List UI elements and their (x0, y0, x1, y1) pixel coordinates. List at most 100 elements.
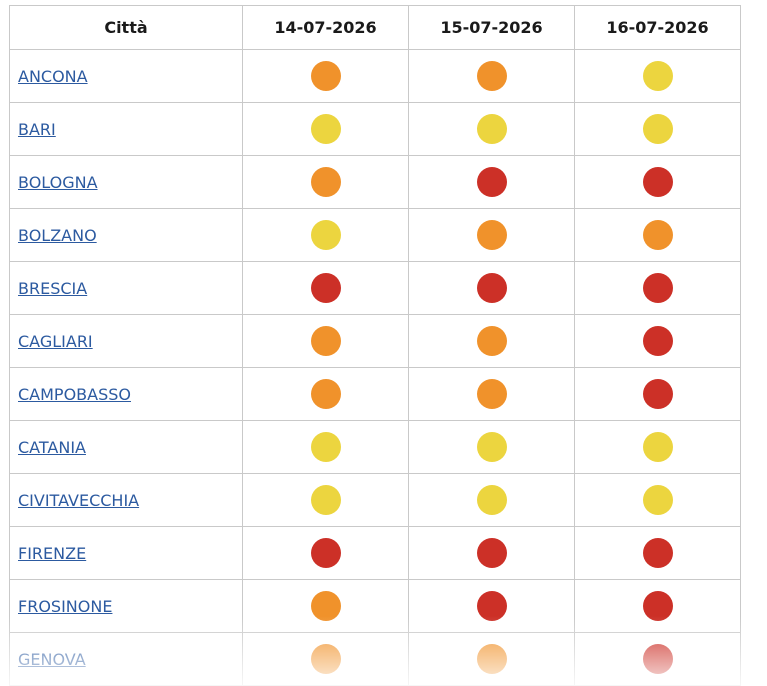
city-link[interactable]: FIRENZE (18, 543, 87, 563)
red-level-dot-icon (642, 538, 673, 568)
city-cell: CAMPOBASSO (9, 367, 243, 421)
city-cell: CIVITAVECCHIA (9, 473, 243, 527)
level-cell-day-2 (408, 473, 575, 527)
level-cell-day-3 (574, 314, 741, 368)
yellow-level-dot-icon (476, 114, 507, 144)
city-link[interactable]: ANCONA (18, 66, 88, 86)
column-header-date-1: 14-07-2026 (242, 5, 409, 50)
city-cell: CATANIA (9, 420, 243, 474)
orange-level-dot-icon (476, 61, 507, 91)
orange-level-dot-icon (476, 379, 507, 409)
table-body: ANCONA BARI BOLOGNA BOLZANO BRESCIA CAGLIARI C… (9, 49, 741, 686)
level-cell-day-2 (408, 261, 575, 315)
city-link[interactable]: FROSINONE (18, 596, 113, 616)
heat-bulletin-table-container: Città 14-07-2026 15-07-2026 16-07-2026 A… (9, 5, 741, 686)
level-cell-day-3 (574, 579, 741, 633)
orange-level-dot-icon (310, 326, 341, 356)
orange-level-dot-icon (310, 167, 341, 197)
table-row: FIRENZE (9, 526, 741, 580)
city-cell: BOLZANO (9, 208, 243, 262)
yellow-level-dot-icon (310, 485, 341, 515)
level-cell-day-2 (408, 420, 575, 474)
orange-level-dot-icon (310, 61, 341, 91)
level-cell-day-1 (242, 420, 409, 474)
level-cell-day-1 (242, 314, 409, 368)
level-cell-day-2 (408, 367, 575, 421)
orange-level-dot-icon (476, 326, 507, 356)
column-header-date-3: 16-07-2026 (574, 5, 741, 50)
city-link[interactable]: CAMPOBASSO (18, 384, 131, 404)
yellow-level-dot-icon (642, 114, 673, 144)
yellow-level-dot-icon (310, 432, 341, 462)
level-cell-day-3 (574, 102, 741, 156)
red-level-dot-icon (476, 591, 507, 621)
city-link[interactable]: CIVITAVECCHIA (18, 490, 140, 510)
red-level-dot-icon (476, 273, 507, 303)
column-header-city: Città (9, 5, 243, 50)
red-level-dot-icon (310, 538, 341, 568)
level-cell-day-3 (574, 49, 741, 103)
red-level-dot-icon (476, 167, 507, 197)
table-row: ANCONA (9, 49, 741, 103)
yellow-level-dot-icon (310, 220, 341, 250)
city-link[interactable]: BARI (18, 119, 56, 139)
city-cell: BRESCIA (9, 261, 243, 315)
city-link[interactable]: CAGLIARI (18, 331, 93, 351)
yellow-level-dot-icon (642, 432, 673, 462)
orange-level-dot-icon (310, 591, 341, 621)
column-header-date-2: 15-07-2026 (408, 5, 575, 50)
table-row: FROSINONE (9, 579, 741, 633)
level-cell-day-3 (574, 155, 741, 209)
level-cell-day-1 (242, 49, 409, 103)
table-row: CAMPOBASSO (9, 367, 741, 421)
level-cell-day-2 (408, 314, 575, 368)
red-level-dot-icon (642, 644, 673, 674)
orange-level-dot-icon (310, 379, 341, 409)
yellow-level-dot-icon (476, 432, 507, 462)
level-cell-day-2 (408, 49, 575, 103)
city-link[interactable]: CATANIA (18, 437, 86, 457)
city-cell: FIRENZE (9, 526, 243, 580)
red-level-dot-icon (642, 167, 673, 197)
level-cell-day-1 (242, 208, 409, 262)
level-cell-day-2 (408, 579, 575, 633)
orange-level-dot-icon (476, 644, 507, 674)
level-cell-day-3 (574, 473, 741, 527)
red-level-dot-icon (642, 379, 673, 409)
level-cell-day-3 (574, 420, 741, 474)
red-level-dot-icon (642, 591, 673, 621)
city-cell: CAGLIARI (9, 314, 243, 368)
city-link[interactable]: BOLOGNA (18, 172, 98, 192)
red-level-dot-icon (310, 273, 341, 303)
table-header: Città 14-07-2026 15-07-2026 16-07-2026 (9, 5, 741, 50)
level-cell-day-1 (242, 261, 409, 315)
city-cell: ANCONA (9, 49, 243, 103)
red-level-dot-icon (642, 326, 673, 356)
level-cell-day-3 (574, 526, 741, 580)
table-row: BARI (9, 102, 741, 156)
level-cell-day-1 (242, 102, 409, 156)
level-cell-day-1 (242, 155, 409, 209)
level-cell-day-1 (242, 526, 409, 580)
level-cell-day-2 (408, 208, 575, 262)
city-link[interactable]: GENOVA (18, 649, 86, 669)
level-cell-day-2 (408, 155, 575, 209)
yellow-level-dot-icon (642, 485, 673, 515)
city-cell: BARI (9, 102, 243, 156)
table-row: BOLOGNA (9, 155, 741, 209)
table-row: BOLZANO (9, 208, 741, 262)
yellow-level-dot-icon (642, 61, 673, 91)
level-cell-day-1 (242, 579, 409, 633)
city-link[interactable]: BOLZANO (18, 225, 97, 245)
table-row: CATANIA (9, 420, 741, 474)
header-row: Città 14-07-2026 15-07-2026 16-07-2026 (9, 5, 741, 50)
table-row: CIVITAVECCHIA (9, 473, 741, 527)
level-cell-day-2 (408, 102, 575, 156)
level-cell-day-1 (242, 473, 409, 527)
orange-level-dot-icon (310, 644, 341, 674)
orange-level-dot-icon (476, 220, 507, 250)
level-cell-day-3 (574, 261, 741, 315)
table-row: CAGLIARI (9, 314, 741, 368)
city-link[interactable]: BRESCIA (18, 278, 88, 298)
yellow-level-dot-icon (476, 485, 507, 515)
